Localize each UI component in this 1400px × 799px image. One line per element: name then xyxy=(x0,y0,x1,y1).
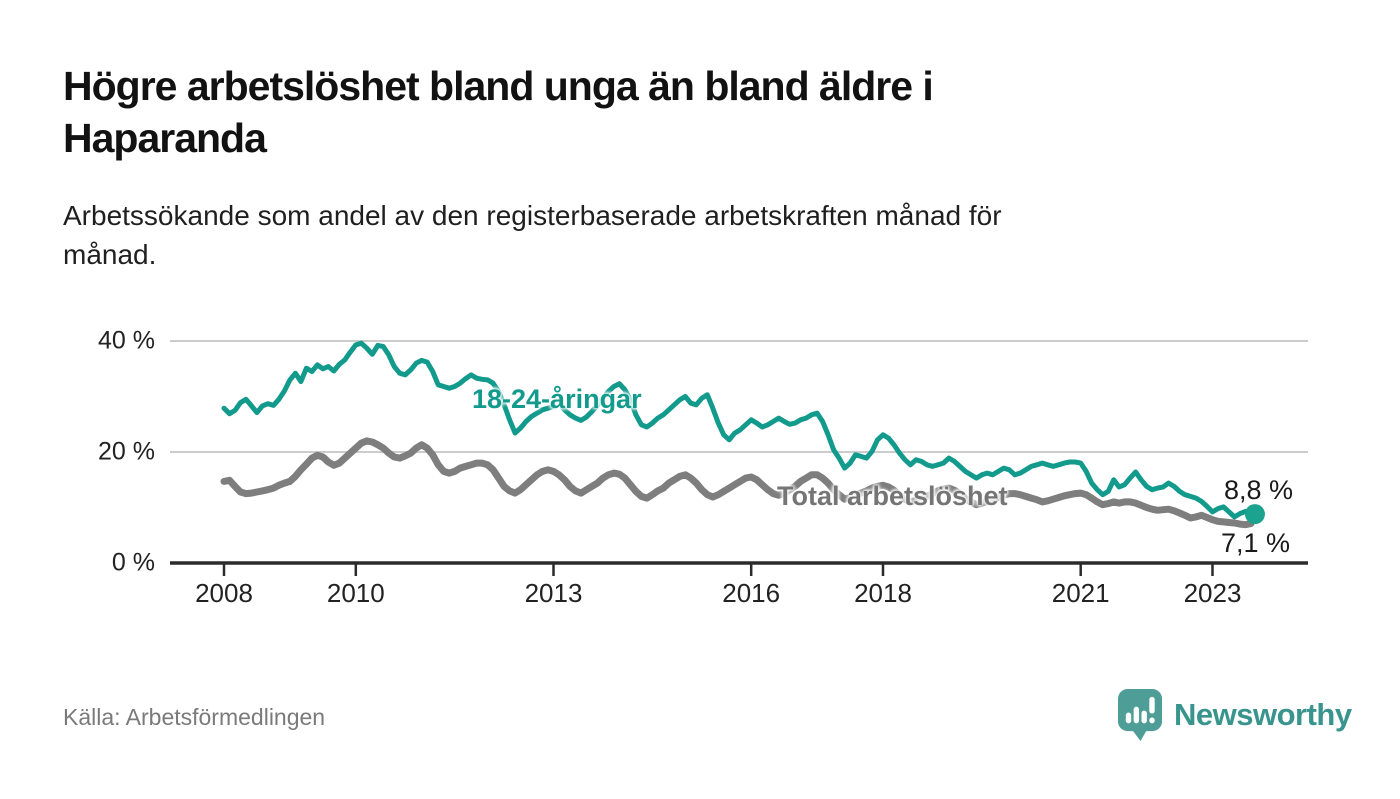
x-axis-label-2010: 2010 xyxy=(326,578,385,608)
series-label-youth: 18-24-åringar xyxy=(472,384,642,414)
y-axis-label-0: 0 % xyxy=(111,548,155,577)
x-axis-label-2016: 2016 xyxy=(722,578,781,608)
source-note: Källa: Arbetsförmedlingen xyxy=(63,704,326,730)
series-line-total xyxy=(220,437,1255,529)
chart-subtitle: Arbetssökande som andel av den registerb… xyxy=(63,200,1002,271)
page-title: Högre arbetslöshet bland unga än bland ä… xyxy=(63,63,934,162)
x-axis-label-2018: 2018 xyxy=(854,578,912,608)
newsworthy-speech-bubble-bar-chart-icon xyxy=(1117,688,1164,742)
newsworthy-logo: Newsworthy xyxy=(1117,688,1352,742)
x-axis-label-2021: 2021 xyxy=(1051,578,1110,608)
x-axis-label-2013: 2013 xyxy=(524,578,583,608)
series-label-total: Total arbetslöshet xyxy=(777,481,1008,511)
newsworthy-wordmark: Newsworthy xyxy=(1174,697,1352,732)
y-axis-label-20: 20 % xyxy=(98,437,155,466)
y-axis-label-40: 40 % xyxy=(98,326,155,355)
end-dot-youth xyxy=(1244,504,1265,525)
x-axis-label-2023: 2023 xyxy=(1183,578,1242,608)
end-value-label-youth: 8,8 % xyxy=(1224,475,1294,505)
x-axis-label-2008: 2008 xyxy=(195,578,253,608)
series-line-youth xyxy=(221,340,1254,520)
end-value-label-total: 7,1 % xyxy=(1221,528,1291,558)
